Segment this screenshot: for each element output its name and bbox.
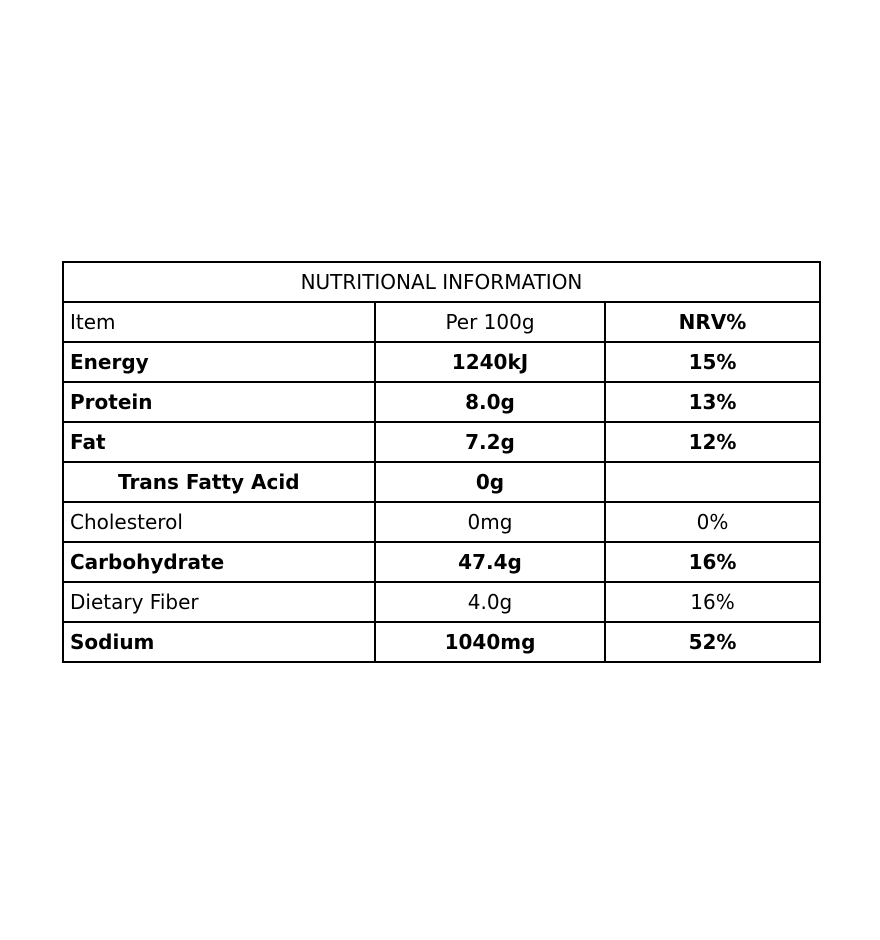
row-per100g: 8.0g [374, 381, 606, 423]
table-row: Protein 8.0g 13% [62, 381, 821, 423]
row-per100g: 1240kJ [374, 341, 606, 383]
row-item: Energy [62, 341, 376, 383]
row-item: Protein [62, 381, 376, 423]
table-row: Sodium 1040mg 52% [62, 621, 821, 663]
row-nrv: 12% [604, 421, 821, 463]
title-row: NUTRITIONAL INFORMATION [62, 261, 821, 303]
row-nrv: 16% [604, 541, 821, 583]
nutrition-table: NUTRITIONAL INFORMATION Item Per 100g NR… [62, 261, 821, 663]
row-nrv: 52% [604, 621, 821, 663]
row-per100g: 0mg [374, 501, 606, 543]
row-item: Fat [62, 421, 376, 463]
row-per100g: 0g [374, 461, 606, 503]
table-row: Dietary Fiber 4.0g 16% [62, 581, 821, 623]
row-nrv: 16% [604, 581, 821, 623]
header-per100g: Per 100g [374, 301, 606, 343]
table-title: NUTRITIONAL INFORMATION [62, 261, 821, 303]
table-row: Energy 1240kJ 15% [62, 341, 821, 383]
row-item: Cholesterol [62, 501, 376, 543]
table-row: Fat 7.2g 12% [62, 421, 821, 463]
table-row: Cholesterol 0mg 0% [62, 501, 821, 543]
header-row: Item Per 100g NRV% [62, 301, 821, 343]
row-item: Trans Fatty Acid [62, 461, 376, 503]
row-nrv: 15% [604, 341, 821, 383]
row-item: Carbohydrate [62, 541, 376, 583]
row-nrv [604, 461, 821, 503]
table-row: Carbohydrate 47.4g 16% [62, 541, 821, 583]
row-per100g: 4.0g [374, 581, 606, 623]
header-item: Item [62, 301, 376, 343]
row-nrv: 0% [604, 501, 821, 543]
row-nrv: 13% [604, 381, 821, 423]
row-item: Dietary Fiber [62, 581, 376, 623]
table-row: Trans Fatty Acid 0g [62, 461, 821, 503]
header-nrv: NRV% [604, 301, 821, 343]
row-item: Sodium [62, 621, 376, 663]
row-per100g: 47.4g [374, 541, 606, 583]
row-per100g: 1040mg [374, 621, 606, 663]
row-per100g: 7.2g [374, 421, 606, 463]
